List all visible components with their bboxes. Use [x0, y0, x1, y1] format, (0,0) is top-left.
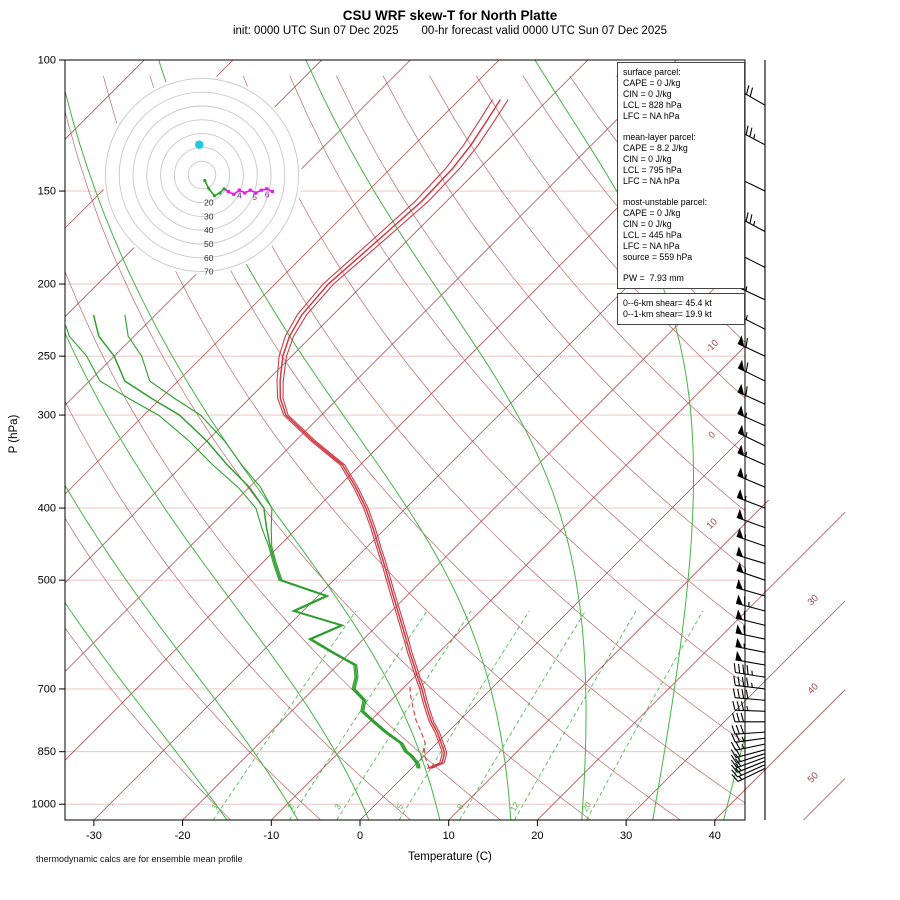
info-line: CIN = 0 J/kg [623, 219, 672, 230]
info-line: CAPE = 0 J/kg [623, 77, 681, 88]
info-line: LCL = 795 hPa [623, 164, 682, 175]
y-tick-label: 100 [38, 55, 56, 67]
info-line: LFC = NA hPa [623, 240, 680, 251]
hodograph-ring-label: 60 [204, 253, 214, 263]
info-line: CIN = 0 J/kg [623, 153, 672, 164]
info-line: CIN = 0 J/kg [623, 88, 672, 99]
hodograph: 20 30 40 50 60 70 4 5 6 [102, 75, 302, 277]
info-line [623, 122, 739, 133]
isotherm-label: 30 [806, 593, 821, 608]
page-title: CSU WRF skew-T for North Platte [342, 8, 558, 23]
y-axis-label: P (hPa) [8, 414, 20, 454]
mixing-ratio-label: 8 [455, 802, 466, 811]
y-tick-label: 1000 [32, 799, 56, 811]
shear-info-box: 0--6-km shear= 45.4 kt 0--1-km shear= 19.… [617, 293, 745, 325]
temperature-profile [276, 99, 494, 769]
storm-motion-dot [195, 140, 204, 149]
dewpoint-profile [92, 314, 420, 769]
y-tick-label: 850 [38, 746, 56, 758]
info-line: CAPE = 8.2 J/kg [623, 143, 688, 154]
y-tick-label: 400 [38, 503, 56, 515]
isotherm-edge-labels: -10 0 10 30 40 50 [703, 338, 820, 786]
y-tick-label: 150 [38, 186, 56, 198]
dewpoint-profile [124, 314, 421, 769]
hodograph-ring-label: 70 [204, 267, 214, 277]
isotherm-label: 40 [806, 681, 821, 696]
info-line: most-unstable parcel: [623, 197, 708, 208]
mixing-ratio-label: 2 [285, 802, 296, 811]
x-tick-label: 10 [443, 830, 455, 842]
chart-subtitle: init: 0000 UTC Sun 07 Dec 2025 00-hr for… [232, 25, 668, 37]
y-tick-label: 250 [38, 351, 56, 363]
hodograph-trace [223, 187, 273, 196]
info-line: surface parcel: [623, 67, 681, 77]
x-tick-label: -30 [86, 830, 102, 842]
parcel-trace [409, 686, 430, 769]
y-tick-label: 700 [38, 683, 56, 695]
x-tick-label: 40 [709, 830, 721, 842]
hodograph-height-label: 5 [252, 193, 257, 202]
temperature-profile [279, 99, 502, 770]
isotherm-label: -10 [703, 338, 720, 355]
x-axis-label: Temperature (C) [408, 851, 492, 863]
x-tick-label: 20 [531, 830, 543, 842]
x-tick-label: -20 [175, 830, 191, 842]
mixing-ratio-label: 12 [508, 800, 522, 813]
plot-frame: -30 -20 -10 0 10 20 30 401001502002503004005007… [32, 55, 746, 842]
info-line: LFC = NA hPa [623, 175, 680, 186]
hodograph-ring-label: 20 [204, 198, 214, 208]
info-line: source = 559 hPa [623, 251, 693, 262]
info-line: LFC = NA hPa [623, 110, 680, 121]
sounding-profiles [65, 99, 509, 770]
mixing-ratio-label: 1 [209, 802, 220, 811]
info-line: CAPE = 0 J/kg [623, 208, 681, 219]
y-tick-label: 200 [38, 279, 56, 291]
wind-barbs [730, 60, 766, 820]
isotherms-margin [745, 500, 845, 820]
isotherm-label: 0 [706, 429, 718, 441]
hodograph-ring-label: 30 [204, 211, 214, 221]
x-tick-label: -10 [263, 830, 279, 842]
info-line: 0--1-km shear= 19.9 kt [623, 308, 712, 319]
y-tick-label: 300 [38, 410, 56, 422]
moist-adiabats [65, 60, 745, 820]
hodograph-ring-label: 50 [204, 239, 214, 249]
info-line: LCL = 828 hPa [623, 99, 682, 110]
footnote: thermodynamic calcs are for ensemble mea… [36, 854, 243, 864]
hodograph-height-label: 6 [265, 190, 270, 199]
mixing-ratio-label: 3 [332, 802, 343, 811]
isotherm-label: 50 [806, 770, 821, 785]
temperature-profile [282, 99, 509, 769]
x-tick-label: 0 [357, 830, 363, 842]
info-line: 0--6-km shear= 45.4 kt [623, 298, 712, 308]
isotherm-label: 10 [705, 516, 720, 531]
info-line: mean-layer parcel: [623, 132, 696, 143]
parcel-info-box: surface parcel: CAPE = 0 J/kg CIN = 0 J/kg… [617, 62, 745, 290]
info-line: PW = 7.93 mm [623, 273, 684, 284]
mixing-ratio-label: 5 [394, 802, 405, 811]
mixing-ratio-lines: 1 2 3 5 8 12 20 [209, 610, 704, 820]
x-tick-label: 30 [620, 830, 632, 842]
info-line [623, 263, 739, 274]
info-line: LCL = 445 hPa [623, 229, 682, 240]
info-line [623, 187, 739, 198]
hodograph-ring-label: 40 [204, 225, 214, 235]
hodograph-height-label: 4 [237, 192, 242, 201]
y-tick-label: 500 [38, 575, 56, 587]
